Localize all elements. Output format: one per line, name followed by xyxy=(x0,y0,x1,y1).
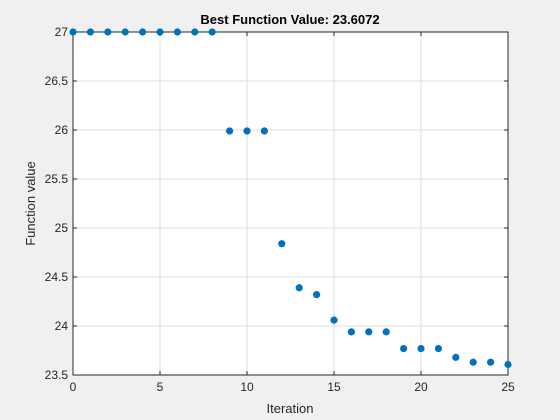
axes-box xyxy=(72,31,509,376)
data-point xyxy=(330,316,338,324)
data-point xyxy=(86,28,94,36)
data-points xyxy=(69,28,512,369)
grid xyxy=(73,32,508,375)
data-point xyxy=(313,291,321,299)
data-point xyxy=(400,344,408,353)
y-tick-label: 25.5 xyxy=(45,172,69,186)
chart-title-prefix: Best Function Value: xyxy=(200,12,332,27)
data-point xyxy=(104,28,112,36)
data-point xyxy=(417,344,425,353)
y-tick-label: 26 xyxy=(55,123,69,137)
ticks: 0 5 10 15 20 25 23.5 24 24.5 25 25.5 26 26.5 27 xyxy=(45,25,515,394)
data-point xyxy=(452,353,460,361)
chart-title: Best Function Value: 23.6072 xyxy=(200,12,379,27)
y-tick-label: 25 xyxy=(55,221,69,235)
data-point xyxy=(260,127,268,135)
data-point xyxy=(278,240,286,248)
chart-title-value: 23.6072 xyxy=(333,12,380,27)
y-tick-label: 26.5 xyxy=(45,74,69,88)
data-point xyxy=(226,127,234,135)
x-axis-label: Iteration xyxy=(267,401,314,416)
data-point xyxy=(121,28,129,36)
data-point xyxy=(469,358,477,366)
data-point xyxy=(504,360,512,369)
data-point xyxy=(191,28,199,36)
x-tick-label: 20 xyxy=(414,380,428,394)
data-point xyxy=(295,284,303,292)
y-tick-label: 24 xyxy=(55,319,69,333)
data-point xyxy=(434,344,442,353)
x-tick-label: 10 xyxy=(240,380,254,394)
y-tick-label: 27 xyxy=(55,25,69,39)
x-tick-label: 0 xyxy=(70,380,77,394)
data-point xyxy=(487,358,495,366)
data-point xyxy=(69,28,77,36)
axes-background xyxy=(73,32,508,375)
data-point xyxy=(347,328,355,336)
data-point xyxy=(139,28,147,36)
data-point xyxy=(173,28,181,36)
y-tick-label: 23.5 xyxy=(45,368,69,382)
data-point xyxy=(382,328,390,336)
x-tick-label: 25 xyxy=(501,380,515,394)
x-tick-label: 15 xyxy=(327,380,341,394)
data-point xyxy=(208,28,216,36)
y-axis-label: Function value xyxy=(23,161,38,246)
x-tick-label: 5 xyxy=(157,380,164,394)
data-point xyxy=(243,127,251,135)
y-tick-label: 24.5 xyxy=(45,270,69,284)
data-point xyxy=(156,28,164,36)
data-point xyxy=(365,328,373,336)
